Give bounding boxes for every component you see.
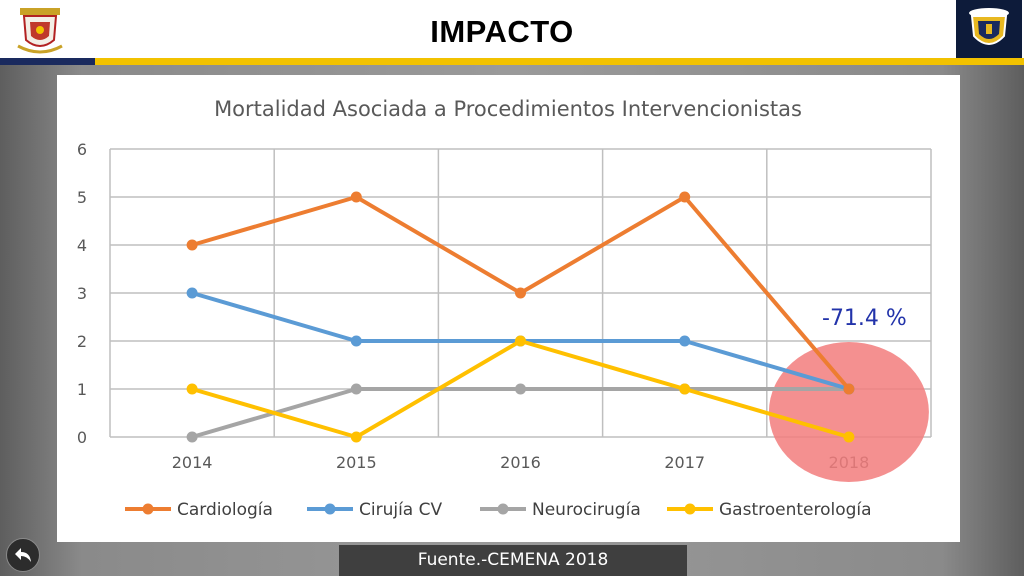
data-point <box>350 383 362 395</box>
y-tick-label: 6 <box>77 140 87 159</box>
data-point <box>843 431 855 443</box>
data-point <box>350 335 362 347</box>
header-stripe-blue <box>0 58 95 65</box>
highlight-circle <box>768 342 929 482</box>
series-line <box>191 387 849 439</box>
back-button[interactable] <box>6 538 40 572</box>
header-bar: IMPACTO <box>0 0 1024 62</box>
data-point <box>186 287 198 299</box>
x-tick-label: 2016 <box>500 453 541 472</box>
legend-label: Gastroenterología <box>719 500 872 520</box>
legend-marker <box>684 503 696 515</box>
legend-marker <box>324 503 336 515</box>
data-point <box>679 191 691 203</box>
legend-marker <box>142 503 154 515</box>
source-footer: Fuente.-CEMENA 2018 <box>339 545 687 576</box>
y-tick-label: 4 <box>77 236 87 255</box>
legend-label: Neurocirugía <box>532 500 641 520</box>
y-tick-label: 3 <box>77 284 87 303</box>
header-stripe-gold <box>95 58 1024 65</box>
chart-title: Mortalidad Asociada a Procedimientos Int… <box>214 97 802 121</box>
data-point <box>515 287 526 299</box>
data-point <box>515 335 526 347</box>
line-chart: Mortalidad Asociada a Procedimientos Int… <box>77 97 932 520</box>
page-title: IMPACTO <box>430 14 574 49</box>
data-point <box>350 431 362 443</box>
y-tick-label: 5 <box>77 188 87 207</box>
data-point <box>350 191 362 203</box>
annotation-label: -71.4 % <box>822 306 907 331</box>
crest-emblem-icon <box>14 6 66 56</box>
y-tick-label: 0 <box>77 428 87 447</box>
data-point <box>186 383 198 395</box>
legend-marker <box>497 503 509 515</box>
data-point <box>679 335 691 347</box>
back-arrow-icon <box>15 548 31 562</box>
data-point <box>186 239 198 251</box>
x-tick-label: 2014 <box>172 453 213 472</box>
legend-label: Cirujía CV <box>359 500 442 520</box>
x-tick-label: 2017 <box>664 453 705 472</box>
data-point <box>843 383 855 395</box>
chart-panel: Mortalidad Asociada a Procedimientos Int… <box>57 75 960 542</box>
shield-emblem-icon <box>956 0 1022 58</box>
data-point <box>515 383 526 395</box>
y-tick-label: 2 <box>77 332 87 351</box>
x-tick-label: 2015 <box>336 453 377 472</box>
data-point <box>679 383 691 395</box>
y-tick-label: 1 <box>77 380 87 399</box>
legend-label: Cardiología <box>177 500 273 520</box>
data-point <box>186 431 198 443</box>
